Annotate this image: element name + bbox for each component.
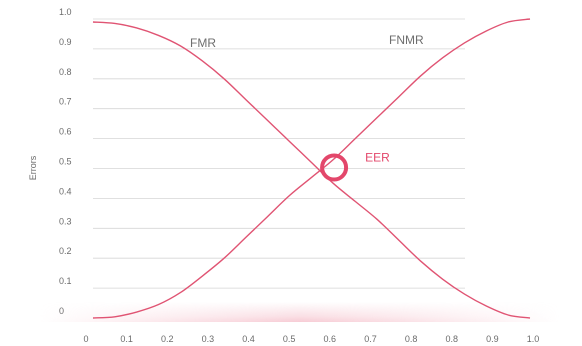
eer-marker [320,153,349,182]
y-tick-labels: 00.10.20.30.40.50.60.70.80.91.0 [59,7,72,316]
x-tick-label: 0.2 [161,334,174,344]
y-tick-label: 0.9 [59,37,72,47]
x-tick-label: 0.7 [364,334,377,344]
series-label-fmr: FMR [190,36,216,50]
y-tick-label: 0.8 [59,67,72,77]
y-tick-label: 0.1 [59,276,72,286]
series-curves [92,18,531,319]
x-tick-label: 0.8 [445,334,458,344]
y-axis-label: Errors [28,155,38,180]
y-tick-label: 0.2 [59,246,72,256]
eer-label: EER [365,151,390,165]
x-tick-label: 0.5 [283,334,296,344]
series-labels: FMR FNMR [190,33,424,50]
x-tick-label: 0.1 [120,334,133,344]
x-tick-label: 0.8 [405,334,418,344]
y-tick-label: 0.7 [59,97,72,107]
series-label-fnmr: FNMR [389,33,424,47]
y-tick-label: 0.5 [59,157,72,167]
y-tick-label: 0.6 [59,127,72,137]
x-tick-label: 0.6 [324,334,337,344]
x-tick-label: 0.4 [242,334,255,344]
series-line-fnmr [92,18,531,319]
eer-annotation: EER [320,151,390,182]
x-tick-label: 0.9 [486,334,499,344]
x-tick-label: 0.3 [202,334,215,344]
y-tick-label: 0.4 [59,186,72,196]
series-line-fmr [92,21,531,319]
baseline-glow [40,302,560,322]
y-tick-label: 1.0 [59,7,72,17]
x-tick-labels: 0 0.1 0.2 0.3 0.4 0.5 0.6 0.7 0.8 0.8 0.9 1.0 [83,334,539,344]
x-tick-label: 1.0 [527,334,540,344]
grid-lines [93,18,465,289]
x-tick-label: 0 [83,334,88,344]
y-tick-label: 0.3 [59,216,72,226]
